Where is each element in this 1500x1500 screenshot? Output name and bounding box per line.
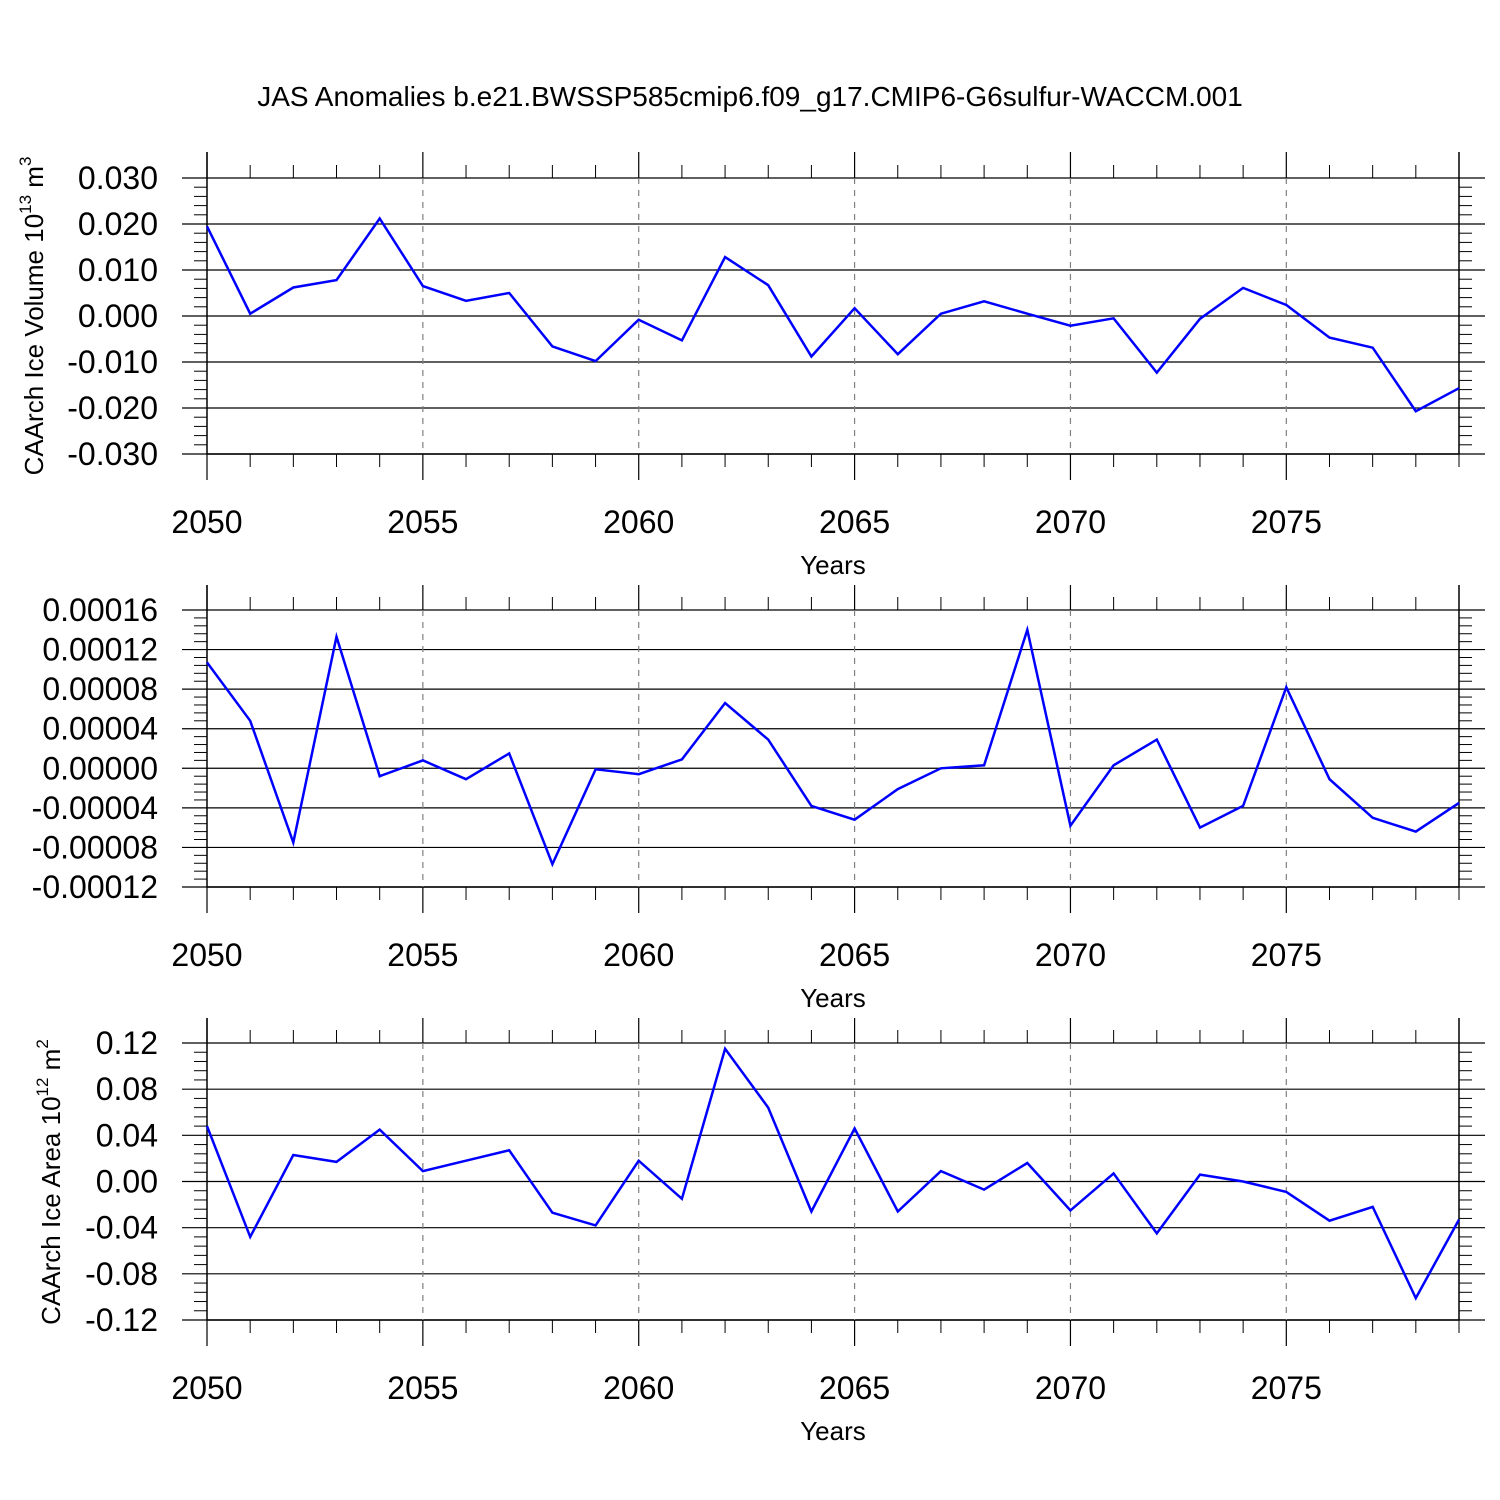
x-tick-label: 2065 xyxy=(819,1370,890,1406)
y-tick-label: 0.000 xyxy=(78,298,158,334)
y-tick-label: -0.00004 xyxy=(32,790,158,826)
y-tick-label: 0.020 xyxy=(78,206,158,242)
x-tick-label: 2055 xyxy=(387,937,458,973)
x-tick-label: 2050 xyxy=(171,504,242,540)
series-line xyxy=(205,1046,1461,1301)
y-tick-label: 0.030 xyxy=(78,160,158,196)
xlabel: Years xyxy=(800,1416,866,1446)
xlabel: Years xyxy=(800,983,866,1013)
x-tick-label: 2050 xyxy=(171,1370,242,1406)
x-tick-label: 2065 xyxy=(819,504,890,540)
series-line xyxy=(205,624,1460,868)
panel-ice-area: CAArch Ice Area 1012 m2 0.12 0.08 0.04 0.00… xyxy=(33,1018,1485,1446)
y-tick-label: 0.00000 xyxy=(42,750,158,786)
y-tick-label: -0.00008 xyxy=(32,829,158,865)
x-tick-label: 2075 xyxy=(1251,504,1322,540)
x-tick-label: 2060 xyxy=(603,1370,674,1406)
y-tick-label: -0.00012 xyxy=(32,869,158,905)
x-tick-label: 2060 xyxy=(603,937,674,973)
y-tick-label: 0.00008 xyxy=(42,671,158,707)
x-tick-label: 2075 xyxy=(1251,1370,1322,1406)
y-tick-label: -0.020 xyxy=(67,390,158,426)
ylabel: CAArch Ice Area 1012 m2 xyxy=(33,1039,66,1325)
x-tick-label: 2065 xyxy=(819,937,890,973)
y-tick-label: -0.030 xyxy=(67,436,158,472)
y-tick-label: 0.08 xyxy=(96,1071,158,1107)
y-tick-label: 0.00016 xyxy=(42,592,158,628)
xlabel: Years xyxy=(800,550,866,580)
figure-title: JAS Anomalies b.e21.BWSSP585cmip6.f09_g1… xyxy=(257,81,1243,112)
y-tick-label: 0.00 xyxy=(96,1164,158,1200)
y-tick-label: -0.12 xyxy=(85,1302,158,1338)
y-tick-label: 0.04 xyxy=(96,1117,158,1153)
panel-ice-volume: CAArch Ice Volume 1013 m3 0.030 0.020 0.01… xyxy=(16,152,1485,580)
x-tick-label: 2055 xyxy=(387,504,458,540)
x-tick-label: 2070 xyxy=(1035,1370,1106,1406)
y-tick-label: 0.00004 xyxy=(42,711,158,747)
y-tick-label: -0.08 xyxy=(85,1256,158,1292)
ylabel: CAArch Ice Volume 1013 m3 xyxy=(16,157,49,476)
x-tick-label: 2050 xyxy=(171,937,242,973)
series-line xyxy=(205,216,1460,413)
x-tick-label: 2070 xyxy=(1035,504,1106,540)
x-tick-label: 2055 xyxy=(387,1370,458,1406)
x-tick-label: 2075 xyxy=(1251,937,1322,973)
x-tick-label: 2060 xyxy=(603,504,674,540)
y-tick-label: 0.010 xyxy=(78,252,158,288)
y-tick-label: 0.00012 xyxy=(42,632,158,668)
y-tick-label: -0.04 xyxy=(85,1210,158,1246)
y-tick-label: 0.12 xyxy=(96,1025,158,1061)
y-tick-label: -0.010 xyxy=(67,344,158,380)
x-tick-label: 2070 xyxy=(1035,937,1106,973)
